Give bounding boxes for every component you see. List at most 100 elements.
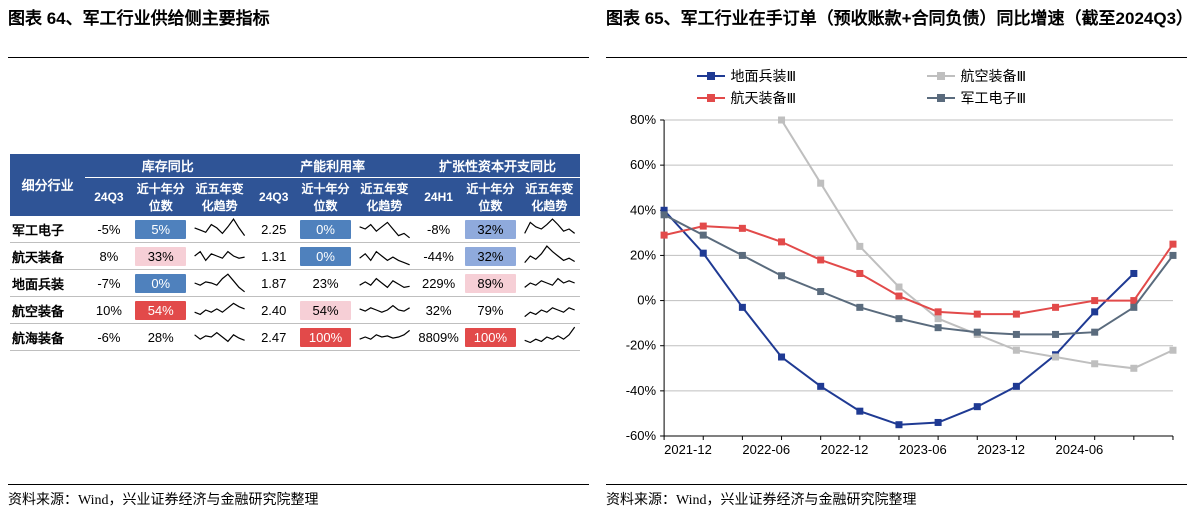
series-marker (1052, 304, 1059, 311)
exp-val: 32% (415, 297, 462, 324)
legend-label: 航天装备Ⅲ (731, 88, 797, 108)
cap-pct: 100% (297, 324, 354, 351)
inv-spark (189, 324, 250, 351)
inv-pct: 0% (132, 270, 189, 297)
row-name: 航天装备 (10, 243, 85, 270)
table-body: 军工电子-5%5%2.250%-8%32%航天装备8%33%1.310%-44%… (10, 216, 580, 351)
svg-text:40%: 40% (630, 202, 656, 217)
subcol-0-0: 24Q3 (85, 178, 132, 217)
legend-label: 军工电子Ⅲ (961, 88, 1027, 108)
svg-text:2021-12: 2021-12 (664, 442, 712, 457)
series-marker (739, 304, 746, 311)
exp-spark (519, 297, 580, 324)
series-marker (935, 324, 942, 331)
cap-pct: 0% (297, 243, 354, 270)
series-marker (1052, 331, 1059, 338)
svg-text:0%: 0% (637, 293, 656, 308)
cap-spark (354, 297, 415, 324)
group-1: 产能利用率 (250, 154, 415, 178)
series-marker (895, 284, 902, 291)
chart-legend: 地面兵装Ⅲ 航空装备Ⅲ 航天装备Ⅲ 军工电子Ⅲ (697, 66, 1097, 108)
inv-pct: 54% (132, 297, 189, 324)
inv-val: 8% (85, 243, 132, 270)
subcol-0-1: 近十年分位数 (132, 178, 189, 217)
exp-pct: 100% (462, 324, 519, 351)
legend-item: 地面兵装Ⅲ (697, 66, 867, 86)
inv-spark (189, 243, 250, 270)
exp-val: -8% (415, 216, 462, 243)
cap-pct: 54% (297, 297, 354, 324)
legend-label: 航空装备Ⅲ (961, 66, 1027, 86)
legend-item: 航天装备Ⅲ (697, 88, 867, 108)
series-marker (1130, 304, 1137, 311)
exp-val: -44% (415, 243, 462, 270)
inv-val: -5% (85, 216, 132, 243)
subcol-2-2: 近五年变化趋势 (519, 178, 580, 217)
inv-val: -7% (85, 270, 132, 297)
legend-swatch (927, 97, 955, 99)
svg-text:-40%: -40% (626, 383, 657, 398)
exp-pct: 79% (462, 297, 519, 324)
series-marker (1169, 347, 1176, 354)
series-marker (700, 232, 707, 239)
subcol-1-2: 近五年变化趋势 (354, 178, 415, 217)
exp-spark (519, 216, 580, 243)
series-marker (935, 419, 942, 426)
inv-spark (189, 297, 250, 324)
series-marker (778, 117, 785, 124)
exp-pct: 32% (462, 243, 519, 270)
svg-text:2022-12: 2022-12 (821, 442, 869, 457)
table-row: 航海装备-6%28%2.47100%8809%100% (10, 324, 580, 351)
subcol-2-0: 24H1 (415, 178, 462, 217)
exp-spark (519, 270, 580, 297)
inv-pct: 33% (132, 243, 189, 270)
cap-val: 2.25 (250, 216, 297, 243)
exp-pct: 32% (462, 216, 519, 243)
inv-val: 10% (85, 297, 132, 324)
group-2: 扩张性资本开支同比 (415, 154, 580, 178)
right-body: 地面兵装Ⅲ航空装备Ⅲ航天装备Ⅲ军工电子Ⅲ -60%-40%-20%0%20%40… (606, 58, 1187, 484)
legend-item: 航空装备Ⅲ (927, 66, 1097, 86)
series-marker (778, 238, 785, 245)
right-panel: 图表 65、军工行业在手订单（预收账款+合同负债）同比增速（截至2024Q3） … (598, 0, 1195, 513)
row-name: 军工电子 (10, 216, 85, 243)
exp-spark (519, 324, 580, 351)
exp-spark (519, 243, 580, 270)
svg-text:80%: 80% (630, 112, 656, 127)
svg-text:2024-06: 2024-06 (1056, 442, 1104, 457)
cap-spark (354, 270, 415, 297)
series-marker (739, 225, 746, 232)
series-marker (856, 270, 863, 277)
series-marker (856, 408, 863, 415)
series-marker (817, 383, 824, 390)
table-head: 细分行业 库存同比 产能利用率 扩张性资本开支同比 24Q3近十年分位数近五年变… (10, 154, 580, 216)
table-row: 航空装备10%54%2.4054%32%79% (10, 297, 580, 324)
series-marker (1169, 241, 1176, 248)
exp-val: 229% (415, 270, 462, 297)
subcol-1-0: 24Q3 (250, 178, 297, 217)
series-marker (974, 311, 981, 318)
series-marker (1169, 252, 1176, 259)
exp-val: 8809% (415, 324, 462, 351)
inv-val: -6% (85, 324, 132, 351)
cap-pct: 0% (297, 216, 354, 243)
legend-label: 地面兵装Ⅲ (731, 66, 797, 86)
series-marker (856, 304, 863, 311)
series-marker (1091, 297, 1098, 304)
series-line (664, 215, 1173, 335)
legend-swatch (697, 97, 725, 99)
right-source: 资料来源：Wind，兴业证券经济与金融研究院整理 (606, 484, 1187, 509)
cap-val: 2.40 (250, 297, 297, 324)
row-name: 航海装备 (10, 324, 85, 351)
series-marker (661, 211, 668, 218)
cap-spark (354, 216, 415, 243)
cap-val: 1.87 (250, 270, 297, 297)
line-chart: -60%-40%-20%0%20%40%60%80%2021-122022-06… (606, 110, 1187, 470)
inv-spark (189, 270, 250, 297)
subcol-0-2: 近五年变化趋势 (189, 178, 250, 217)
left-body: 细分行业 库存同比 产能利用率 扩张性资本开支同比 24Q3近十年分位数近五年变… (8, 58, 589, 484)
svg-text:2023-06: 2023-06 (899, 442, 947, 457)
svg-text:20%: 20% (630, 247, 656, 262)
series-marker (1091, 360, 1098, 367)
svg-text:-60%: -60% (626, 428, 657, 443)
